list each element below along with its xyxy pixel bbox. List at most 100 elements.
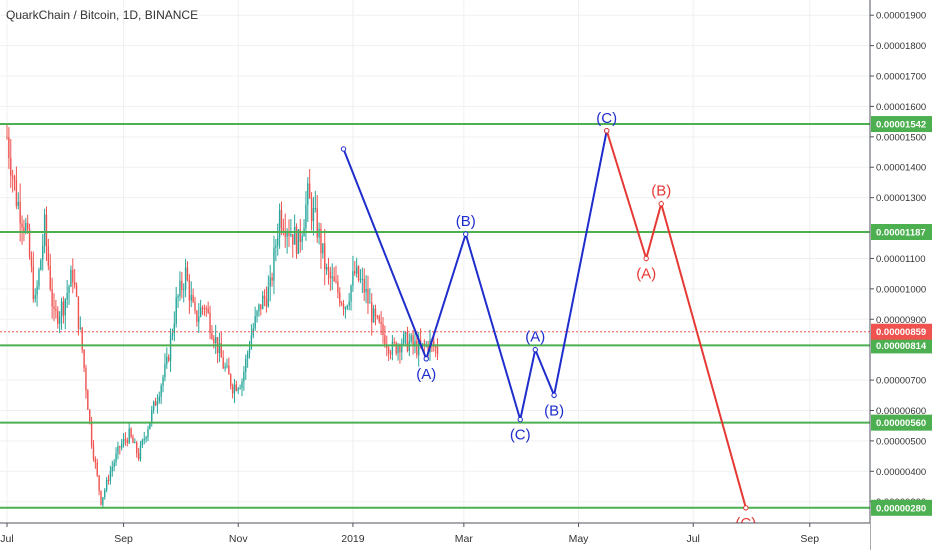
candle-body [245, 358, 247, 372]
candle-body [126, 440, 129, 443]
candle-body [348, 301, 350, 306]
candle-body [254, 316, 256, 329]
candle-body [171, 333, 174, 337]
candle-body [416, 340, 418, 356]
candle-body [32, 266, 35, 300]
candle-body [109, 471, 112, 481]
candle-body [310, 198, 313, 222]
candle-body [81, 327, 83, 350]
candle-body [230, 374, 232, 387]
level-price-tag-bg [871, 224, 932, 241]
projection-path-red [605, 130, 747, 509]
candle-body [102, 497, 104, 505]
candle-body [156, 401, 159, 406]
candle-body [434, 346, 437, 348]
candle-body [154, 401, 157, 406]
candle-body [282, 228, 285, 232]
price-tick-label: 0.00000700 [876, 376, 926, 387]
candle-body [369, 302, 371, 304]
candle-body [77, 296, 80, 329]
candle-body [145, 437, 147, 439]
candle-body [10, 158, 12, 176]
price-tick-label: 0.00001300 [876, 193, 926, 204]
candle-body [21, 223, 23, 228]
time-tick-label: May [569, 533, 590, 545]
candles [6, 124, 439, 508]
candle-body [51, 289, 53, 307]
candle-body [107, 479, 110, 481]
candle-body [363, 278, 365, 293]
candle-body [23, 227, 25, 232]
price-tick-label: 0.00001800 [876, 41, 926, 52]
candle-body [367, 288, 369, 304]
candle-body [391, 341, 394, 355]
candle-body [406, 332, 409, 352]
candle-body [433, 341, 435, 347]
candle-body [226, 365, 228, 367]
candle-body [401, 343, 403, 353]
candle-body [28, 229, 31, 258]
candle-body [152, 401, 155, 411]
candle-body [427, 344, 429, 352]
candle-body [89, 409, 91, 421]
candle-body [352, 271, 354, 286]
candle-body [57, 310, 59, 324]
candle-body [371, 302, 373, 323]
candle-body [241, 381, 243, 388]
wave-label: (B) [456, 213, 476, 230]
candle-body [47, 246, 50, 266]
candle-body [183, 289, 185, 291]
candle-body [312, 208, 315, 222]
candle-body [139, 445, 142, 460]
candle-body [346, 305, 348, 308]
candle-body [36, 286, 38, 296]
candle-body [13, 176, 16, 181]
candle-body [128, 428, 130, 443]
candle-body [261, 295, 264, 310]
candle-body [173, 323, 176, 334]
time-tick-label: Jul [686, 533, 699, 545]
candle-body [357, 266, 360, 281]
candle-body [222, 357, 224, 369]
time-tick-label: Nov [229, 533, 248, 545]
candle-body [250, 335, 253, 349]
candle-body [256, 311, 258, 317]
candle-body [205, 308, 207, 310]
candle-body [237, 388, 239, 391]
last-price-tag-bg [871, 323, 932, 340]
candle-body [15, 180, 18, 207]
candle-body [324, 243, 326, 270]
candle-body [277, 237, 279, 246]
candle-body [60, 301, 63, 317]
wave-label: (C) [596, 110, 617, 127]
projection-point [340, 146, 347, 152]
candle-body [260, 304, 262, 310]
price-tick-label: 0.00001400 [876, 163, 926, 174]
price-tick-label: 0.00001700 [876, 72, 926, 83]
candle-body [53, 306, 55, 310]
candle-body [8, 137, 10, 159]
candle-body [329, 271, 332, 279]
candle-body [355, 266, 358, 274]
candle-body [34, 295, 36, 300]
candle-body [38, 269, 40, 287]
candle-body [17, 201, 19, 207]
candle-body [292, 234, 294, 245]
candle-body [90, 420, 93, 446]
candle-body [339, 292, 341, 304]
candle-body [239, 387, 241, 389]
candle-body [278, 210, 281, 238]
candle-body [196, 310, 198, 322]
projection-point [517, 416, 523, 423]
candle-body [100, 490, 102, 505]
candle-body [70, 269, 72, 287]
level-price-tag-bg [871, 499, 932, 516]
candle-body [66, 292, 68, 300]
time-tick-label: Mar [455, 533, 474, 545]
candle-body [218, 343, 221, 354]
candle-body [198, 316, 200, 322]
level-price-tag-bg [871, 337, 932, 354]
candle-body [288, 232, 290, 236]
candle-body [190, 295, 192, 301]
